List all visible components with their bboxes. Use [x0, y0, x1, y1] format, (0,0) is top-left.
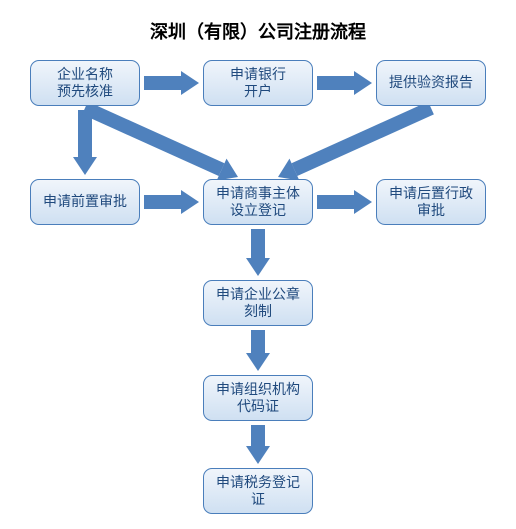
edge-n7-n8: [246, 330, 270, 371]
edge-n1-n2: [144, 71, 199, 95]
flow-node-n5: 申请商事主体设立登记: [203, 179, 313, 225]
flow-node-n7: 申请企业公章刻制: [203, 280, 313, 326]
edge-n3-n5: [273, 97, 436, 188]
edge-n1-n4: [73, 110, 97, 175]
edge-n1-n5: [80, 97, 243, 188]
flow-node-n6: 申请后置行政审批: [376, 179, 486, 225]
flow-node-n9: 申请税务登记证: [203, 468, 313, 514]
flow-node-n2: 申请银行开户: [203, 60, 313, 106]
node-label: 申请银行开户: [230, 66, 286, 101]
node-label: 企业名称预先核准: [57, 66, 113, 101]
node-label: 申请企业公章刻制: [216, 286, 300, 321]
edge-n4-n5: [144, 190, 199, 214]
node-label: 申请税务登记证: [216, 474, 300, 509]
flow-node-n1: 企业名称预先核准: [30, 60, 140, 106]
flow-node-n8: 申请组织机构代码证: [203, 375, 313, 421]
edge-n8-n9: [246, 425, 270, 464]
node-label: 申请前置审批: [43, 193, 127, 211]
edge-n5-n6: [317, 190, 372, 214]
edge-n5-n7: [246, 229, 270, 276]
edge-n2-n3: [317, 71, 372, 95]
node-label: 申请后置行政审批: [389, 185, 473, 220]
flowchart-canvas: 深圳（有限）公司注册流程 企业名称预先核准申请银行开户提供验资报告申请前置审批申…: [0, 0, 516, 529]
node-label: 申请商事主体设立登记: [216, 185, 300, 220]
flow-node-n4: 申请前置审批: [30, 179, 140, 225]
chart-title: 深圳（有限）公司注册流程: [0, 18, 516, 44]
node-label: 申请组织机构代码证: [216, 381, 300, 416]
flow-node-n3: 提供验资报告: [376, 60, 486, 106]
node-label: 提供验资报告: [389, 74, 473, 92]
